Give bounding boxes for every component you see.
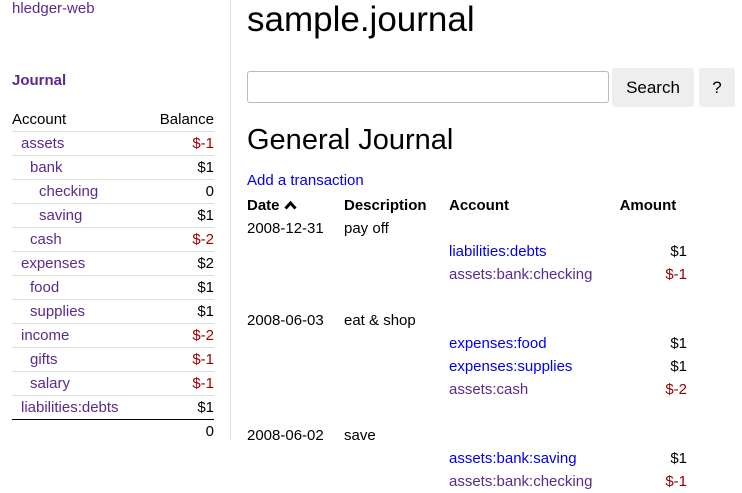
account-balance: $-2 bbox=[145, 227, 214, 252]
account-cell: saving bbox=[12, 203, 146, 228]
search-input[interactable] bbox=[247, 71, 609, 103]
posting-row: expenses:supplies $1 bbox=[247, 355, 687, 378]
account-balance: $1 bbox=[145, 155, 214, 180]
posting-account-link[interactable]: expenses:supplies bbox=[449, 358, 573, 375]
account-link[interactable]: saving bbox=[39, 207, 83, 224]
transaction-row: 2008-06-02 save bbox=[247, 424, 687, 447]
account-link[interactable]: supplies bbox=[30, 303, 86, 320]
posting-account-link[interactable]: liabilities:debts bbox=[449, 243, 547, 260]
posting-amount: $-1 bbox=[665, 473, 687, 490]
account-link[interactable]: food bbox=[30, 279, 60, 296]
posting-account-link[interactable]: assets:bank:saving bbox=[449, 450, 577, 467]
account-balance: $-1 bbox=[145, 131, 214, 156]
accounts-table: Account Balance assets $-1 bank $1 checking 0… bbox=[12, 108, 214, 443]
account-header: Account bbox=[12, 111, 67, 128]
account-link[interactable]: cash bbox=[30, 231, 62, 248]
posting-account-link[interactable]: assets:bank:checking bbox=[449, 266, 593, 283]
account-row: food $1 bbox=[12, 275, 214, 300]
posting-amount: $1 bbox=[670, 335, 687, 352]
account-balance: $1 bbox=[145, 299, 214, 324]
account-balance: $1 bbox=[145, 275, 214, 300]
account-cell: salary bbox=[12, 371, 146, 396]
amount-header: Amount bbox=[619, 197, 677, 214]
posting-amount: $-1 bbox=[665, 266, 687, 283]
posting-row: expenses:food $1 bbox=[247, 332, 687, 355]
transaction-date: 2008-06-02 bbox=[247, 427, 324, 444]
posting-row: assets:bank:checking $-1 bbox=[247, 470, 687, 493]
transaction-description: pay off bbox=[344, 220, 389, 237]
account-link[interactable]: expenses bbox=[21, 255, 86, 272]
posting-row: assets:cash $-2 bbox=[247, 378, 687, 401]
account-cell: expenses bbox=[12, 251, 146, 276]
search-button[interactable]: Search bbox=[612, 68, 694, 107]
posting-row: assets:bank:saving $1 bbox=[247, 447, 687, 470]
account-row: liabilities:debts $1 bbox=[12, 395, 214, 420]
transaction-description: save bbox=[344, 427, 376, 444]
brand-link[interactable]: hledger-web bbox=[12, 0, 95, 17]
account-balance: $-1 bbox=[145, 371, 214, 396]
account-cell: cash bbox=[12, 227, 146, 252]
account-row: income $-2 bbox=[12, 323, 214, 348]
account-link[interactable]: checking bbox=[39, 183, 99, 200]
account-link[interactable]: income bbox=[21, 327, 70, 344]
account-cell: liabilities:debts bbox=[12, 395, 146, 420]
account-row: cash $-2 bbox=[12, 227, 214, 252]
account-row: saving $1 bbox=[12, 203, 214, 228]
chevron-up-icon bbox=[284, 197, 297, 214]
journal-link[interactable]: Journal bbox=[12, 72, 67, 89]
posting-row: liabilities:debts $1 bbox=[247, 240, 687, 263]
account-header: Account bbox=[449, 197, 509, 214]
date-header[interactable]: Date bbox=[247, 194, 344, 217]
posting-amount: $1 bbox=[670, 358, 687, 375]
total-row: 0 bbox=[12, 419, 214, 443]
account-cell: food bbox=[12, 275, 146, 300]
account-link[interactable]: gifts bbox=[30, 351, 58, 368]
posting-amount: $-2 bbox=[665, 381, 687, 398]
sidebar: hledger-web Journal Account Balance asse… bbox=[0, 0, 231, 443]
posting-row: assets:bank:checking $-1 bbox=[247, 263, 687, 286]
transaction-date: 2008-06-03 bbox=[247, 312, 324, 329]
account-row: supplies $1 bbox=[12, 299, 214, 324]
account-balance: $1 bbox=[145, 395, 214, 420]
transaction-row: 2008-12-31 pay off bbox=[247, 217, 687, 240]
account-row: assets $-1 bbox=[12, 131, 214, 156]
account-row: expenses $2 bbox=[12, 251, 214, 276]
account-balance: $1 bbox=[145, 203, 214, 228]
posting-account-link[interactable]: assets:cash bbox=[449, 381, 529, 398]
page-title: sample.journal bbox=[247, 0, 475, 39]
account-cell: assets bbox=[12, 131, 146, 156]
help-button[interactable]: ? bbox=[699, 68, 735, 107]
journal-heading: General Journal bbox=[247, 124, 454, 156]
description-header: Description bbox=[344, 197, 427, 214]
account-link[interactable]: salary bbox=[30, 375, 71, 392]
posting-amount: $1 bbox=[670, 450, 687, 467]
account-cell: income bbox=[12, 323, 146, 348]
transaction-description: eat & shop bbox=[344, 312, 416, 329]
account-cell: supplies bbox=[12, 299, 146, 324]
add-transaction-link[interactable]: Add a transaction bbox=[247, 172, 364, 189]
posting-account-link[interactable]: expenses:food bbox=[449, 335, 547, 352]
account-row: bank $1 bbox=[12, 155, 214, 180]
account-balance: $2 bbox=[145, 251, 214, 276]
account-link[interactable]: assets bbox=[21, 135, 65, 152]
account-row: gifts $-1 bbox=[12, 347, 214, 372]
account-cell: bank bbox=[12, 155, 146, 180]
account-balance: $-1 bbox=[145, 347, 214, 372]
journal-table: Date Description Account Amount 2008-12-… bbox=[247, 194, 687, 493]
balance-header: Balance bbox=[159, 111, 214, 128]
account-link[interactable]: liabilities:debts bbox=[21, 399, 119, 416]
posting-account-link[interactable]: assets:bank:checking bbox=[449, 473, 593, 490]
account-cell: checking bbox=[12, 179, 146, 204]
account-balance: $-2 bbox=[145, 323, 214, 348]
transaction-row: 2008-06-03 eat & shop bbox=[247, 309, 687, 332]
account-row: checking 0 bbox=[12, 179, 214, 204]
transaction-date: 2008-12-31 bbox=[247, 220, 324, 237]
total-balance: 0 bbox=[145, 419, 214, 443]
account-balance: 0 bbox=[145, 179, 214, 204]
posting-amount: $1 bbox=[670, 243, 687, 260]
account-link[interactable]: bank bbox=[30, 159, 63, 176]
account-row: salary $-1 bbox=[12, 371, 214, 396]
account-cell: gifts bbox=[12, 347, 146, 372]
